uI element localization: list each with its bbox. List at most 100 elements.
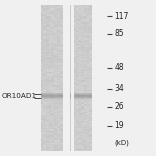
Bar	[46, 89, 49, 90]
Bar	[87, 46, 90, 47]
Bar	[49, 44, 52, 45]
Bar	[78, 41, 81, 43]
Bar	[78, 40, 81, 41]
Bar	[46, 40, 49, 41]
Bar	[57, 62, 60, 63]
Bar	[78, 119, 81, 121]
Bar	[81, 146, 84, 148]
Bar	[54, 130, 57, 132]
Bar	[46, 67, 49, 68]
Bar	[70, 44, 73, 45]
Bar	[60, 31, 63, 33]
Bar	[70, 98, 73, 99]
Bar	[57, 86, 60, 88]
Bar	[46, 125, 49, 127]
Bar	[70, 75, 73, 77]
Bar	[46, 18, 49, 19]
Bar	[51, 31, 54, 33]
Bar	[81, 23, 84, 24]
Bar	[49, 140, 52, 141]
Bar	[51, 88, 54, 89]
Bar	[87, 41, 90, 43]
Bar	[81, 64, 84, 66]
Bar	[89, 148, 92, 149]
Bar	[84, 58, 87, 60]
Bar	[41, 24, 43, 25]
Bar	[49, 91, 52, 93]
Bar	[76, 24, 78, 25]
Bar	[89, 7, 92, 8]
Bar	[51, 106, 54, 107]
Bar	[87, 112, 90, 113]
Bar	[54, 95, 57, 96]
Bar	[81, 118, 84, 119]
Bar	[76, 96, 78, 97]
Bar	[60, 118, 63, 119]
Bar	[89, 128, 92, 129]
Bar	[51, 39, 54, 40]
Bar	[41, 128, 43, 129]
Bar	[70, 5, 73, 6]
Text: 85: 85	[115, 29, 124, 38]
Bar	[81, 91, 84, 93]
Bar	[60, 96, 63, 97]
Bar	[60, 55, 63, 56]
Bar	[87, 125, 90, 127]
Bar	[41, 35, 43, 37]
Bar	[78, 28, 81, 29]
Bar	[49, 53, 52, 55]
Bar	[70, 99, 73, 100]
Bar	[73, 117, 76, 118]
Bar	[54, 33, 57, 34]
Bar	[41, 30, 43, 32]
Bar	[84, 72, 87, 73]
Bar	[89, 98, 92, 99]
Bar	[41, 69, 43, 71]
Bar	[54, 61, 57, 62]
Bar	[57, 46, 60, 47]
Bar	[76, 50, 78, 51]
Bar	[51, 133, 54, 134]
Bar	[41, 74, 43, 76]
Bar	[73, 62, 76, 63]
Bar	[41, 72, 43, 73]
Bar	[81, 78, 84, 79]
Bar	[41, 118, 43, 119]
Bar	[84, 52, 87, 54]
Bar	[51, 104, 54, 105]
Bar	[89, 66, 92, 67]
Bar	[84, 31, 87, 33]
Bar	[57, 75, 60, 77]
Bar	[49, 122, 52, 123]
Bar	[46, 11, 49, 12]
Bar	[57, 132, 60, 133]
Bar	[57, 17, 60, 18]
Bar	[46, 46, 49, 47]
Bar	[73, 144, 76, 145]
Bar	[57, 127, 60, 128]
Bar	[78, 34, 81, 35]
Bar	[43, 8, 46, 10]
Bar	[84, 25, 87, 27]
Bar	[54, 64, 57, 66]
Bar	[89, 67, 92, 68]
Bar	[41, 93, 43, 94]
Bar	[78, 20, 81, 22]
Bar	[54, 113, 57, 115]
Bar	[41, 121, 43, 122]
Bar	[76, 30, 78, 32]
Bar	[78, 13, 81, 15]
Bar	[41, 44, 43, 45]
Text: 19: 19	[115, 121, 124, 130]
Bar	[41, 117, 43, 118]
Bar	[89, 12, 92, 13]
Bar	[60, 105, 63, 106]
Bar	[60, 68, 63, 69]
Bar	[54, 95, 57, 96]
Bar	[43, 13, 46, 15]
Bar	[46, 112, 49, 113]
Bar	[51, 30, 54, 32]
Bar	[84, 121, 87, 122]
Bar	[73, 132, 76, 133]
Bar	[76, 78, 78, 79]
